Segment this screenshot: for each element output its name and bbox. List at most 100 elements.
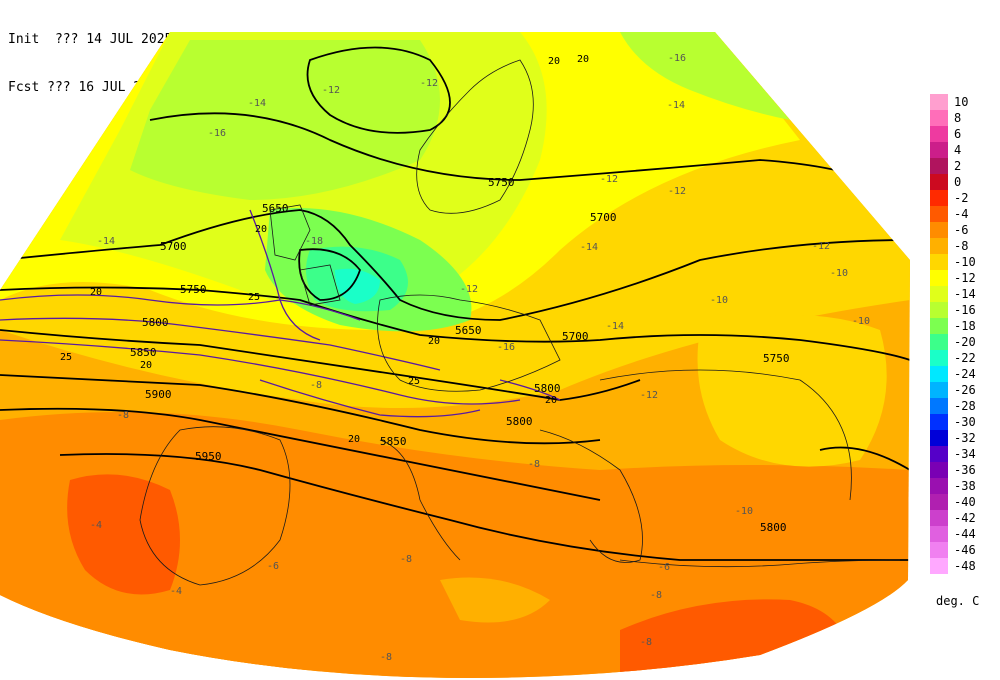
legend-entry: -8 (930, 238, 1000, 254)
weather-map: 5650 5700 5750 5800 5850 5900 5950 5750 … (0, 32, 910, 678)
legend-swatch (930, 398, 948, 414)
legend-swatch (930, 94, 948, 110)
legend-label: -6 (954, 223, 969, 237)
legend-swatch (930, 238, 948, 254)
legend-label: -14 (954, 287, 976, 301)
legend-entry: -42 (930, 510, 1000, 526)
height-label: 5850 (380, 435, 407, 448)
legend-swatch (930, 206, 948, 222)
temp-label: -8 (310, 380, 322, 391)
legend-entry: -22 (930, 350, 1000, 366)
temp-label: -12 (322, 85, 340, 96)
legend-entry: -32 (930, 430, 1000, 446)
legend-entry: 10 (930, 94, 1000, 110)
height-label: 5750 (763, 352, 790, 365)
legend-label: -26 (954, 383, 976, 397)
legend-swatch (930, 382, 948, 398)
legend-units: deg. C (936, 594, 980, 608)
legend-label: -48 (954, 559, 976, 573)
height-label: 5700 (160, 240, 187, 253)
legend-label: -18 (954, 319, 976, 333)
legend-entry: -44 (930, 526, 1000, 542)
wind-label: 25 (248, 292, 260, 303)
legend-entry: 4 (930, 142, 1000, 158)
legend-entry: -36 (930, 462, 1000, 478)
legend-label: -28 (954, 399, 976, 413)
legend-label: 2 (954, 159, 962, 173)
legend-swatch (930, 430, 948, 446)
height-label: 5700 (562, 330, 589, 343)
legend-swatch (930, 446, 948, 462)
legend-label: -32 (954, 431, 976, 445)
height-label: 5900 (145, 388, 172, 401)
legend-entry: -28 (930, 398, 1000, 414)
legend-label: -34 (954, 447, 976, 461)
height-label: 5700 (590, 211, 617, 224)
legend-label: -4 (954, 207, 969, 221)
legend-entry: -12 (930, 270, 1000, 286)
legend-swatch (930, 158, 948, 174)
legend-entry: -40 (930, 494, 1000, 510)
legend-label: 6 (954, 127, 962, 141)
temp-label: -6 (658, 562, 670, 573)
legend-swatch (930, 350, 948, 366)
legend-entry: 0 (930, 174, 1000, 190)
legend-swatch (930, 558, 948, 574)
legend-entry: -14 (930, 286, 1000, 302)
wind-label: 20 (545, 395, 557, 406)
legend-swatch (930, 510, 948, 526)
height-labels: 5650 5700 5750 5800 5850 5900 5950 5750 … (130, 176, 790, 534)
temp-label: -16 (208, 128, 226, 139)
temperature-legend: 10 8 6 4 2 0 -2 -4 -6 -8 -10 -12 -14 -16 -18 -20 -22 -24 -… (930, 94, 1000, 594)
legend-entry: -38 (930, 478, 1000, 494)
legend-label: -20 (954, 335, 976, 349)
legend-entry: -24 (930, 366, 1000, 382)
legend-entry: -20 (930, 334, 1000, 350)
temp-label: -4 (170, 586, 182, 597)
legend-entry: 6 (930, 126, 1000, 142)
temp-label: -18 (305, 236, 323, 247)
legend-swatch (930, 222, 948, 238)
wind-labels: 20 20 25 20 25 20 20 25 20 20 20 (60, 54, 589, 445)
temp-label: -12 (812, 241, 830, 252)
legend-swatch (930, 174, 948, 190)
wind-label: 20 (577, 54, 589, 65)
legend-label: -40 (954, 495, 976, 509)
temp-label: -12 (420, 78, 438, 89)
temp-label: -12 (600, 174, 618, 185)
legend-label: -16 (954, 303, 976, 317)
legend-label: -22 (954, 351, 976, 365)
legend-label: -38 (954, 479, 976, 493)
temp-label: -10 (710, 295, 728, 306)
temperature-labels: -16 -12 -12 -16 -14 -14 -18 -12 -12 -14 … (90, 53, 870, 663)
legend-entry: -46 (930, 542, 1000, 558)
legend-label: 8 (954, 111, 962, 125)
temp-label: -10 (852, 316, 870, 327)
legend-label: -46 (954, 543, 976, 557)
legend-swatch (930, 142, 948, 158)
height-label: 5800 (142, 316, 169, 329)
height-label: 5800 (534, 382, 561, 395)
legend-entry: -18 (930, 318, 1000, 334)
legend-label: 4 (954, 143, 962, 157)
wind-label: 25 (60, 352, 72, 363)
legend-entry: 8 (930, 110, 1000, 126)
legend-label: -44 (954, 527, 976, 541)
legend-swatch (930, 110, 948, 126)
legend-entry: -30 (930, 414, 1000, 430)
legend-label: -36 (954, 463, 976, 477)
wind-label: 20 (255, 224, 267, 235)
legend-swatch (930, 254, 948, 270)
legend-label: -10 (954, 255, 976, 269)
legend-label: -24 (954, 367, 976, 381)
legend-entry: -2 (930, 190, 1000, 206)
legend-label: -2 (954, 191, 969, 205)
height-label: 5800 (760, 521, 787, 534)
legend-swatch (930, 318, 948, 334)
legend-swatch (930, 494, 948, 510)
temp-label: -14 (248, 98, 266, 109)
temp-label: -4 (90, 520, 102, 531)
wind-label: 20 (548, 56, 560, 67)
temp-label: -8 (528, 459, 540, 470)
height-label: 5850 (130, 346, 157, 359)
